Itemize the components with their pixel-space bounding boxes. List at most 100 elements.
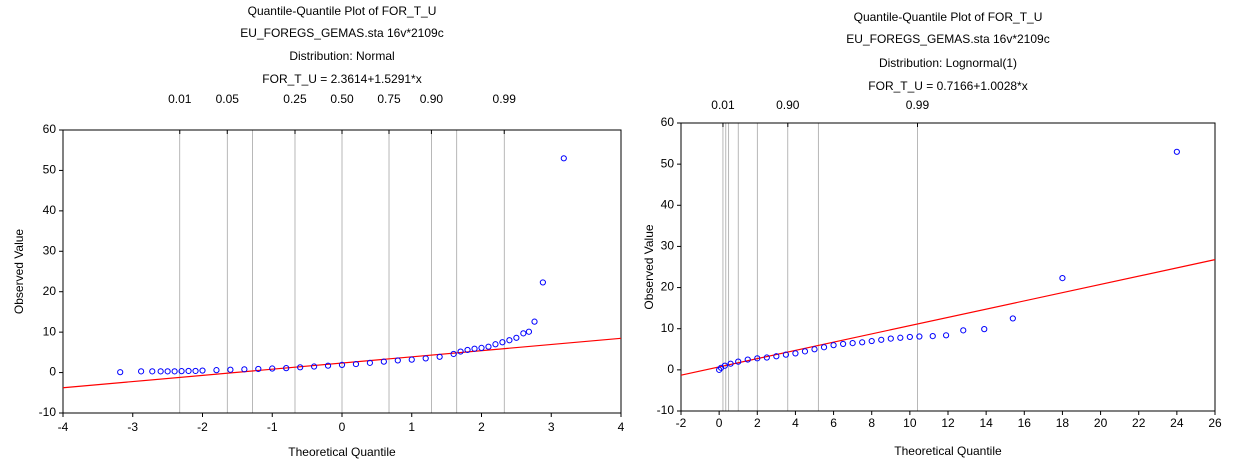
top-tick-label: 0.01	[168, 92, 192, 106]
x-tick-label: 20	[1094, 416, 1108, 430]
data-point	[492, 341, 499, 348]
data-point	[721, 362, 728, 369]
data-point	[324, 362, 332, 369]
data-point	[380, 358, 387, 365]
data-point	[840, 340, 847, 348]
data-point	[185, 367, 192, 375]
x-tick-label: -2	[197, 420, 208, 434]
y-tick-label: 60	[661, 115, 675, 129]
x-tick-label: 2	[478, 420, 485, 434]
data-point	[513, 334, 520, 341]
top-tick-label: 0.90	[420, 92, 444, 106]
data-point	[859, 339, 866, 346]
top-tick-label: 0.99	[493, 92, 517, 106]
x-tick-label: 26	[1208, 416, 1222, 430]
data-point	[241, 366, 248, 373]
y-tick-label: -10	[657, 403, 675, 417]
x-tick-label: 18	[1056, 416, 1070, 430]
data-point	[906, 333, 913, 341]
data-point	[744, 356, 751, 363]
x-tick-label: 24	[1170, 416, 1184, 430]
data-point	[763, 354, 770, 361]
y-tick-label: -10	[39, 405, 57, 419]
data-point	[485, 343, 492, 350]
data-point	[735, 358, 742, 365]
data-point	[297, 364, 304, 371]
x-tick-label: 16	[1018, 416, 1032, 430]
data-point	[960, 327, 967, 334]
data-point	[138, 368, 145, 375]
data-point	[199, 367, 206, 374]
data-point	[178, 368, 185, 375]
y-axis-label: Observed Value	[12, 229, 26, 314]
x-tick-label: 12	[941, 416, 955, 430]
x-tick-label: 22	[1132, 416, 1146, 430]
data-point	[164, 368, 171, 375]
y-tick-label: 30	[661, 239, 675, 253]
data-point	[1009, 315, 1016, 322]
y-tick-label: 40	[661, 197, 675, 211]
data-point	[506, 337, 513, 344]
data-point	[878, 336, 885, 343]
data-point	[157, 368, 164, 375]
data-point	[531, 318, 538, 325]
plot-frame	[680, 122, 1216, 412]
chart-title: Quantile-Quantile Plot of FOR_T_U	[248, 4, 437, 18]
top-tick-label: 0.05	[216, 92, 240, 106]
chart-equation: FOR_T_U = 0.7166+1.0028*x	[868, 79, 1027, 93]
data-point	[539, 279, 546, 286]
data-point	[457, 348, 464, 355]
top-tick-label: 0.50	[330, 92, 354, 106]
data-point	[408, 356, 415, 363]
top-tick-label: 0.75	[377, 92, 401, 106]
x-tick-label: 1	[408, 420, 415, 434]
data-point	[811, 346, 818, 353]
data-point	[149, 368, 156, 375]
x-tick-label: 6	[830, 416, 837, 430]
data-point	[338, 361, 346, 368]
data-point	[117, 369, 124, 376]
y-tick-label: 20	[43, 284, 57, 298]
top-tick-label: 0.90	[776, 98, 800, 112]
data-point	[436, 353, 443, 360]
top-tick-label: 0.25	[283, 92, 307, 106]
data-point	[773, 353, 780, 360]
data-point	[754, 355, 761, 362]
x-tick-label: 3	[548, 420, 555, 434]
data-point	[352, 360, 360, 368]
data-point	[269, 365, 276, 372]
x-tick-label: 10	[903, 416, 917, 430]
data-point	[801, 348, 809, 355]
data-point	[792, 350, 799, 357]
data-point	[450, 350, 457, 358]
data-point	[227, 366, 234, 373]
data-point	[394, 357, 401, 364]
x-tick-label: 4	[792, 416, 799, 430]
x-tick-label: -3	[127, 420, 138, 434]
x-axis-label: Theoretical Quantile	[894, 444, 1002, 458]
y-tick-label: 50	[661, 156, 675, 170]
y-tick-label: 10	[661, 321, 675, 335]
data-point	[471, 345, 478, 352]
data-point	[213, 367, 220, 374]
y-tick-label: 60	[43, 122, 57, 136]
x-tick-label: 4	[618, 420, 625, 434]
data-point	[560, 155, 567, 162]
x-tick-label: 0	[339, 420, 346, 434]
data-point	[171, 368, 178, 375]
chart-subtitle: EU_FOREGS_GEMAS.sta 16v*2109c	[240, 26, 443, 40]
data-point	[942, 332, 950, 339]
data-point	[916, 333, 923, 340]
x-tick-label: -4	[58, 420, 69, 434]
data-point	[929, 333, 936, 340]
top-tick-label: 0.99	[906, 98, 930, 112]
fit-line	[680, 259, 1216, 376]
x-tick-label: -2	[676, 416, 687, 430]
y-tick-label: 50	[43, 163, 57, 177]
data-point	[727, 360, 734, 367]
data-point	[525, 328, 533, 335]
data-point	[868, 337, 875, 345]
data-point	[1059, 275, 1066, 282]
chart-distribution: Distribution: Normal	[289, 49, 394, 63]
